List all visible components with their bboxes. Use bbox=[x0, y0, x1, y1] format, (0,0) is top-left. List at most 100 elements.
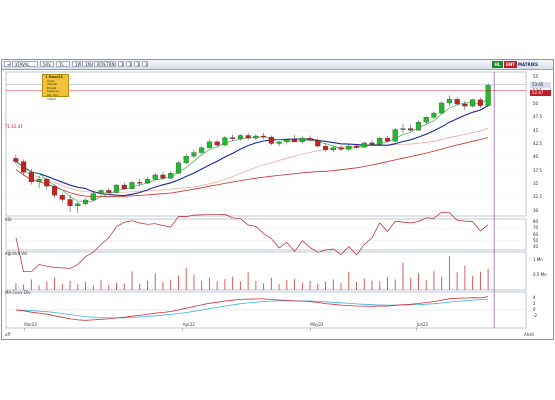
time-axis-label: Jun22 bbox=[416, 322, 429, 327]
macd-axis-tick-label: 4 bbox=[533, 294, 536, 300]
rsi-axis-tick-label: 70 bbox=[533, 225, 539, 231]
candle-body bbox=[168, 173, 174, 179]
candle-body bbox=[400, 128, 406, 130]
candle-body bbox=[82, 199, 89, 204]
ent-tag[interactable]: ENT bbox=[504, 61, 517, 68]
candle-body bbox=[485, 85, 491, 106]
candle-body bbox=[322, 145, 329, 151]
candle-body bbox=[230, 137, 236, 139]
candle-body bbox=[377, 137, 383, 145]
candle-body bbox=[292, 139, 298, 143]
candle-body bbox=[446, 99, 452, 104]
chart-canvas[interactable] bbox=[2, 70, 553, 340]
candle-body bbox=[361, 142, 367, 148]
time-axis-label: Apr22 bbox=[182, 322, 195, 327]
info-line: Yüksek bbox=[47, 82, 58, 87]
candle-body bbox=[245, 135, 251, 139]
macd-axis-tick-label: 2 bbox=[533, 300, 536, 306]
toolbar-field-7[interactable]: 1 bbox=[134, 61, 140, 67]
candle-body bbox=[160, 174, 166, 179]
candle-body bbox=[439, 102, 445, 114]
toolbar-field-3[interactable]: 1M4 bbox=[82, 61, 93, 67]
candle-body bbox=[44, 179, 50, 187]
candle-body bbox=[59, 195, 65, 200]
macd-axis-tick-label: -2 bbox=[533, 313, 537, 319]
info-box-title: 1 Hour21 bbox=[45, 75, 64, 79]
candle-body bbox=[392, 129, 398, 142]
candle-body bbox=[415, 121, 422, 131]
candle-body bbox=[175, 162, 182, 174]
price-axis-tick-label: 55 bbox=[533, 74, 539, 80]
candle-body bbox=[137, 182, 143, 184]
hl-tag[interactable]: HL bbox=[492, 61, 503, 68]
volume-panel-label: Ağırlıklı Vol bbox=[5, 251, 28, 256]
symbol-field[interactable]: $TAVAL bbox=[12, 61, 38, 67]
candle-body bbox=[152, 174, 158, 180]
info-box: 1 Hour21 Açılış Yüksek Düşük Kapanış Ağ.… bbox=[42, 74, 69, 100]
candle-body bbox=[113, 184, 120, 193]
price-axis-tick-label: 45 bbox=[533, 127, 539, 133]
candle-body bbox=[129, 182, 135, 189]
toolbar-field-2[interactable]: 1W bbox=[72, 61, 81, 67]
footer-left: off bbox=[5, 332, 11, 337]
candle-body bbox=[90, 193, 96, 201]
macd-line bbox=[15, 296, 489, 321]
candle-body bbox=[214, 141, 220, 146]
price-axis-tick-label: 50 bbox=[533, 101, 539, 106]
candle-body bbox=[338, 147, 344, 150]
candle-body bbox=[276, 141, 282, 144]
info-line: %Fark bbox=[47, 96, 57, 101]
candle-body bbox=[253, 135, 259, 139]
volume-axis-tick-label: 0.5 Mn bbox=[533, 271, 547, 277]
candle-body bbox=[52, 185, 58, 196]
rsi-panel bbox=[5, 218, 527, 251]
candle-body bbox=[369, 142, 375, 145]
rsi-line bbox=[15, 211, 489, 273]
candle-body bbox=[183, 156, 189, 163]
candle-body bbox=[353, 145, 360, 148]
chart-toolbar: ≡ $TAVAL 50S TL 1W 1M4 BTN-TRNP 1 1 1 1 … bbox=[2, 60, 553, 70]
candle-body bbox=[191, 152, 197, 157]
candle-body bbox=[268, 136, 274, 144]
candle-body bbox=[222, 137, 228, 146]
candle-body bbox=[470, 99, 476, 107]
rsi-panel-label: RSI bbox=[5, 217, 12, 222]
info-line: Ağ. Ort. bbox=[47, 92, 59, 97]
candle-body bbox=[261, 135, 267, 138]
mode-label: MATRIKS bbox=[518, 62, 539, 67]
candle-body bbox=[346, 145, 352, 150]
chart-window: ≡ $TAVAL 50S TL 1W 1M4 BTN-TRNP 1 1 1 1 … bbox=[1, 59, 554, 340]
toolbar-field-0[interactable]: 50S bbox=[40, 61, 54, 67]
toolbar-field-4[interactable]: BTN-TRNP bbox=[94, 61, 116, 67]
footer-right: Ahsti bbox=[524, 332, 535, 337]
candle-body bbox=[315, 140, 321, 147]
rsi-axis-tick-label: 50 bbox=[533, 237, 539, 243]
menu-button[interactable]: ≡ bbox=[4, 61, 11, 67]
price-axis-tick-label: 37.5 bbox=[533, 167, 542, 173]
candle-body bbox=[477, 99, 483, 106]
rsi-axis-tick-label: 60 bbox=[533, 231, 539, 237]
volume-axis-tick-label: 1 Mn bbox=[533, 256, 543, 262]
price-axis-tick-label: 35 bbox=[533, 181, 539, 186]
rsi-axis-tick-label: 40 bbox=[533, 243, 539, 249]
candle-body bbox=[284, 139, 290, 143]
price-axis-tick-label: 30 bbox=[533, 207, 539, 213]
toolbar-field-6[interactable]: 1 bbox=[126, 61, 132, 67]
candle-body bbox=[13, 158, 19, 162]
toolbar-field-8[interactable]: 1 bbox=[142, 61, 148, 67]
moving-average-fast bbox=[15, 105, 489, 197]
price-panel-label: T1 42.47 bbox=[5, 124, 23, 129]
rsi-axis-tick-label: 80 bbox=[533, 219, 539, 225]
candle-body bbox=[237, 135, 243, 139]
info-line: Düşük bbox=[47, 85, 57, 90]
candle-body bbox=[75, 203, 81, 207]
macd-panel-label: MA Conv Div bbox=[5, 290, 31, 295]
info-line: Kapanış bbox=[47, 89, 59, 94]
toolbar-field-5[interactable]: 1 bbox=[118, 61, 124, 67]
toolbar-field-1[interactable]: TL bbox=[56, 61, 70, 67]
time-axis-label: May22 bbox=[310, 322, 324, 327]
price-axis-tick-label: 42.5 bbox=[533, 141, 542, 146]
candle-body bbox=[384, 137, 391, 142]
candle-body bbox=[408, 128, 414, 131]
candle-body bbox=[121, 184, 127, 189]
